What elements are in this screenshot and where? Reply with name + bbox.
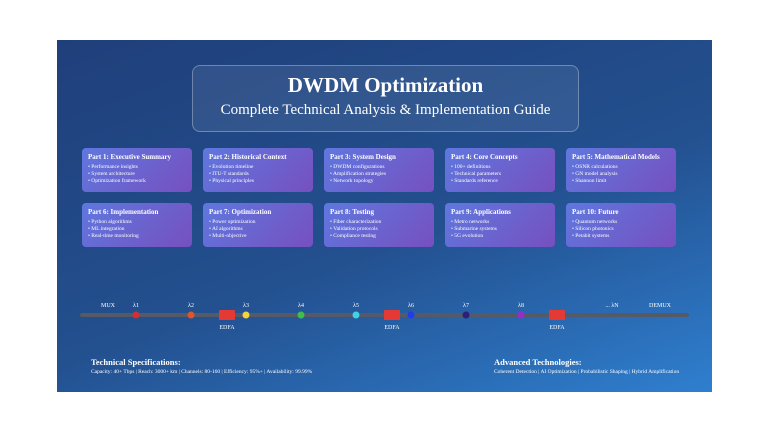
channel-dot <box>187 311 195 319</box>
timeline: MUX DEMUX ... λN λ1 λ2 λ3 λ4 λ5 λ6 λ7 λ8 EDFA EDFA ED… <box>80 303 689 331</box>
card-item: • 100+ definitions <box>451 164 491 170</box>
card-item: • Technical parameters <box>451 171 501 177</box>
channel-label: λ2 <box>188 303 194 309</box>
card-item: • Evolution timeline <box>209 164 254 170</box>
tech-title: Advanced Technologies: <box>494 357 582 367</box>
channel-label: λ7 <box>463 303 469 309</box>
card-title: Part 2: Historical Context <box>209 153 287 161</box>
card-item: • Performance insights <box>88 164 138 170</box>
card-item: • Multi-objective <box>209 233 247 239</box>
card-item: • Real-time monitoring <box>88 233 139 239</box>
card: Part 10: Future • Quantum networks • Silic… <box>566 203 676 247</box>
card-item: • Amplification strategies <box>330 171 386 177</box>
card-title: Part 8: Testing <box>330 208 374 216</box>
channel-dot <box>462 311 470 319</box>
channel-dot <box>352 311 360 319</box>
card-item: • Power optimization <box>209 219 256 225</box>
card-item: • Shannon limit <box>572 178 607 184</box>
channel-dot <box>242 311 250 319</box>
edfa <box>384 310 400 320</box>
card: Part 4: Core Concepts • 100+ definitions •… <box>445 148 555 192</box>
card-item: • Python algorithms <box>88 219 132 225</box>
card-item: • ML integration <box>88 226 125 232</box>
card: Part 2: Historical Context • Evolution ti… <box>203 148 313 192</box>
card-item: • ITU-T standards <box>209 171 249 177</box>
card-item: • Physical principles <box>209 178 255 184</box>
card: Part 5: Mathematical Models • OSNR calcul… <box>566 148 676 192</box>
slide: DWDM Optimization Complete Technical Ana… <box>57 40 712 392</box>
edfa <box>549 310 565 320</box>
edfa-label: EDFA <box>219 325 235 331</box>
specs-title: Technical Specifications: <box>91 357 181 367</box>
card-item: • Network topology <box>330 178 374 184</box>
card-item: • Metro networks <box>451 219 490 225</box>
edfa-label: EDFA <box>384 325 400 331</box>
channel-label: λ6 <box>408 303 414 309</box>
card-item: • System architecture <box>88 171 135 177</box>
card-title: Part 5: Mathematical Models <box>572 153 660 161</box>
tech: Coherent Detection | AI Optimization | P… <box>494 369 680 375</box>
channel-label: λ4 <box>298 303 304 309</box>
card-title: Part 1: Executive Summary <box>88 153 172 161</box>
card-item: • Petabit systems <box>572 233 610 239</box>
card: Part 6: Implementation • Python algorithm… <box>82 203 192 247</box>
card: Part 1: Executive Summary • Performance i… <box>82 148 192 192</box>
card-title: Part 9: Applications <box>451 208 511 216</box>
card-item: • Standards reference <box>451 178 498 184</box>
card-title: Part 10: Future <box>572 208 619 216</box>
channel-dot <box>132 311 140 319</box>
mux-label: MUX <box>101 303 116 309</box>
channel-label: λ5 <box>353 303 359 309</box>
specs: Capacity: 40+ Tbps | Reach: 3000+ km | C… <box>91 369 313 375</box>
channel-dot <box>517 311 525 319</box>
title-box: DWDM Optimization Complete Technical Ana… <box>192 65 579 132</box>
card-item: • Validation protocols <box>330 226 378 232</box>
edfa-label: EDFA <box>549 325 565 331</box>
card-item: • Optimization framework <box>88 178 146 184</box>
card-item: • AI algorithms <box>209 226 243 232</box>
card-item: • 5G evolution <box>451 233 484 239</box>
card-title: Part 4: Core Concepts <box>451 153 518 161</box>
card-item: • DWDM configurations <box>330 164 385 170</box>
title: DWDM Optimization <box>287 73 484 97</box>
card-item: • Silicon photonics <box>572 226 614 232</box>
card-item: • GN model analysis <box>572 171 618 177</box>
card-item: • Submarine systems <box>451 226 497 232</box>
card: Part 7: Optimization • Power optimization… <box>203 203 313 247</box>
card: Part 3: System Design • DWDM configuratio… <box>324 148 434 192</box>
subtitle: Complete Technical Analysis & Implementa… <box>220 102 551 118</box>
card-item: • OSNR calculations <box>572 164 618 170</box>
edfa <box>219 310 235 320</box>
channel-dot <box>407 311 415 319</box>
channel-label: λ3 <box>243 303 249 309</box>
card-item: • Compliance testing <box>330 233 376 239</box>
card-title: Part 6: Implementation <box>88 208 159 216</box>
card: Part 9: Applications • Metro networks • Su… <box>445 203 555 247</box>
channel-label: λ1 <box>133 303 139 309</box>
demux-label: DEMUX <box>649 303 672 309</box>
card: Part 8: Testing • Fiber characterization •… <box>324 203 434 247</box>
card-item: • Quantum networks <box>572 219 618 225</box>
card-item: • Fiber characterization <box>330 219 382 225</box>
channel-dot <box>297 311 305 319</box>
last-label: ... λN <box>605 303 619 309</box>
channel-label: λ8 <box>518 303 524 309</box>
card-title: Part 3: System Design <box>330 153 396 161</box>
card-title: Part 7: Optimization <box>209 208 272 216</box>
